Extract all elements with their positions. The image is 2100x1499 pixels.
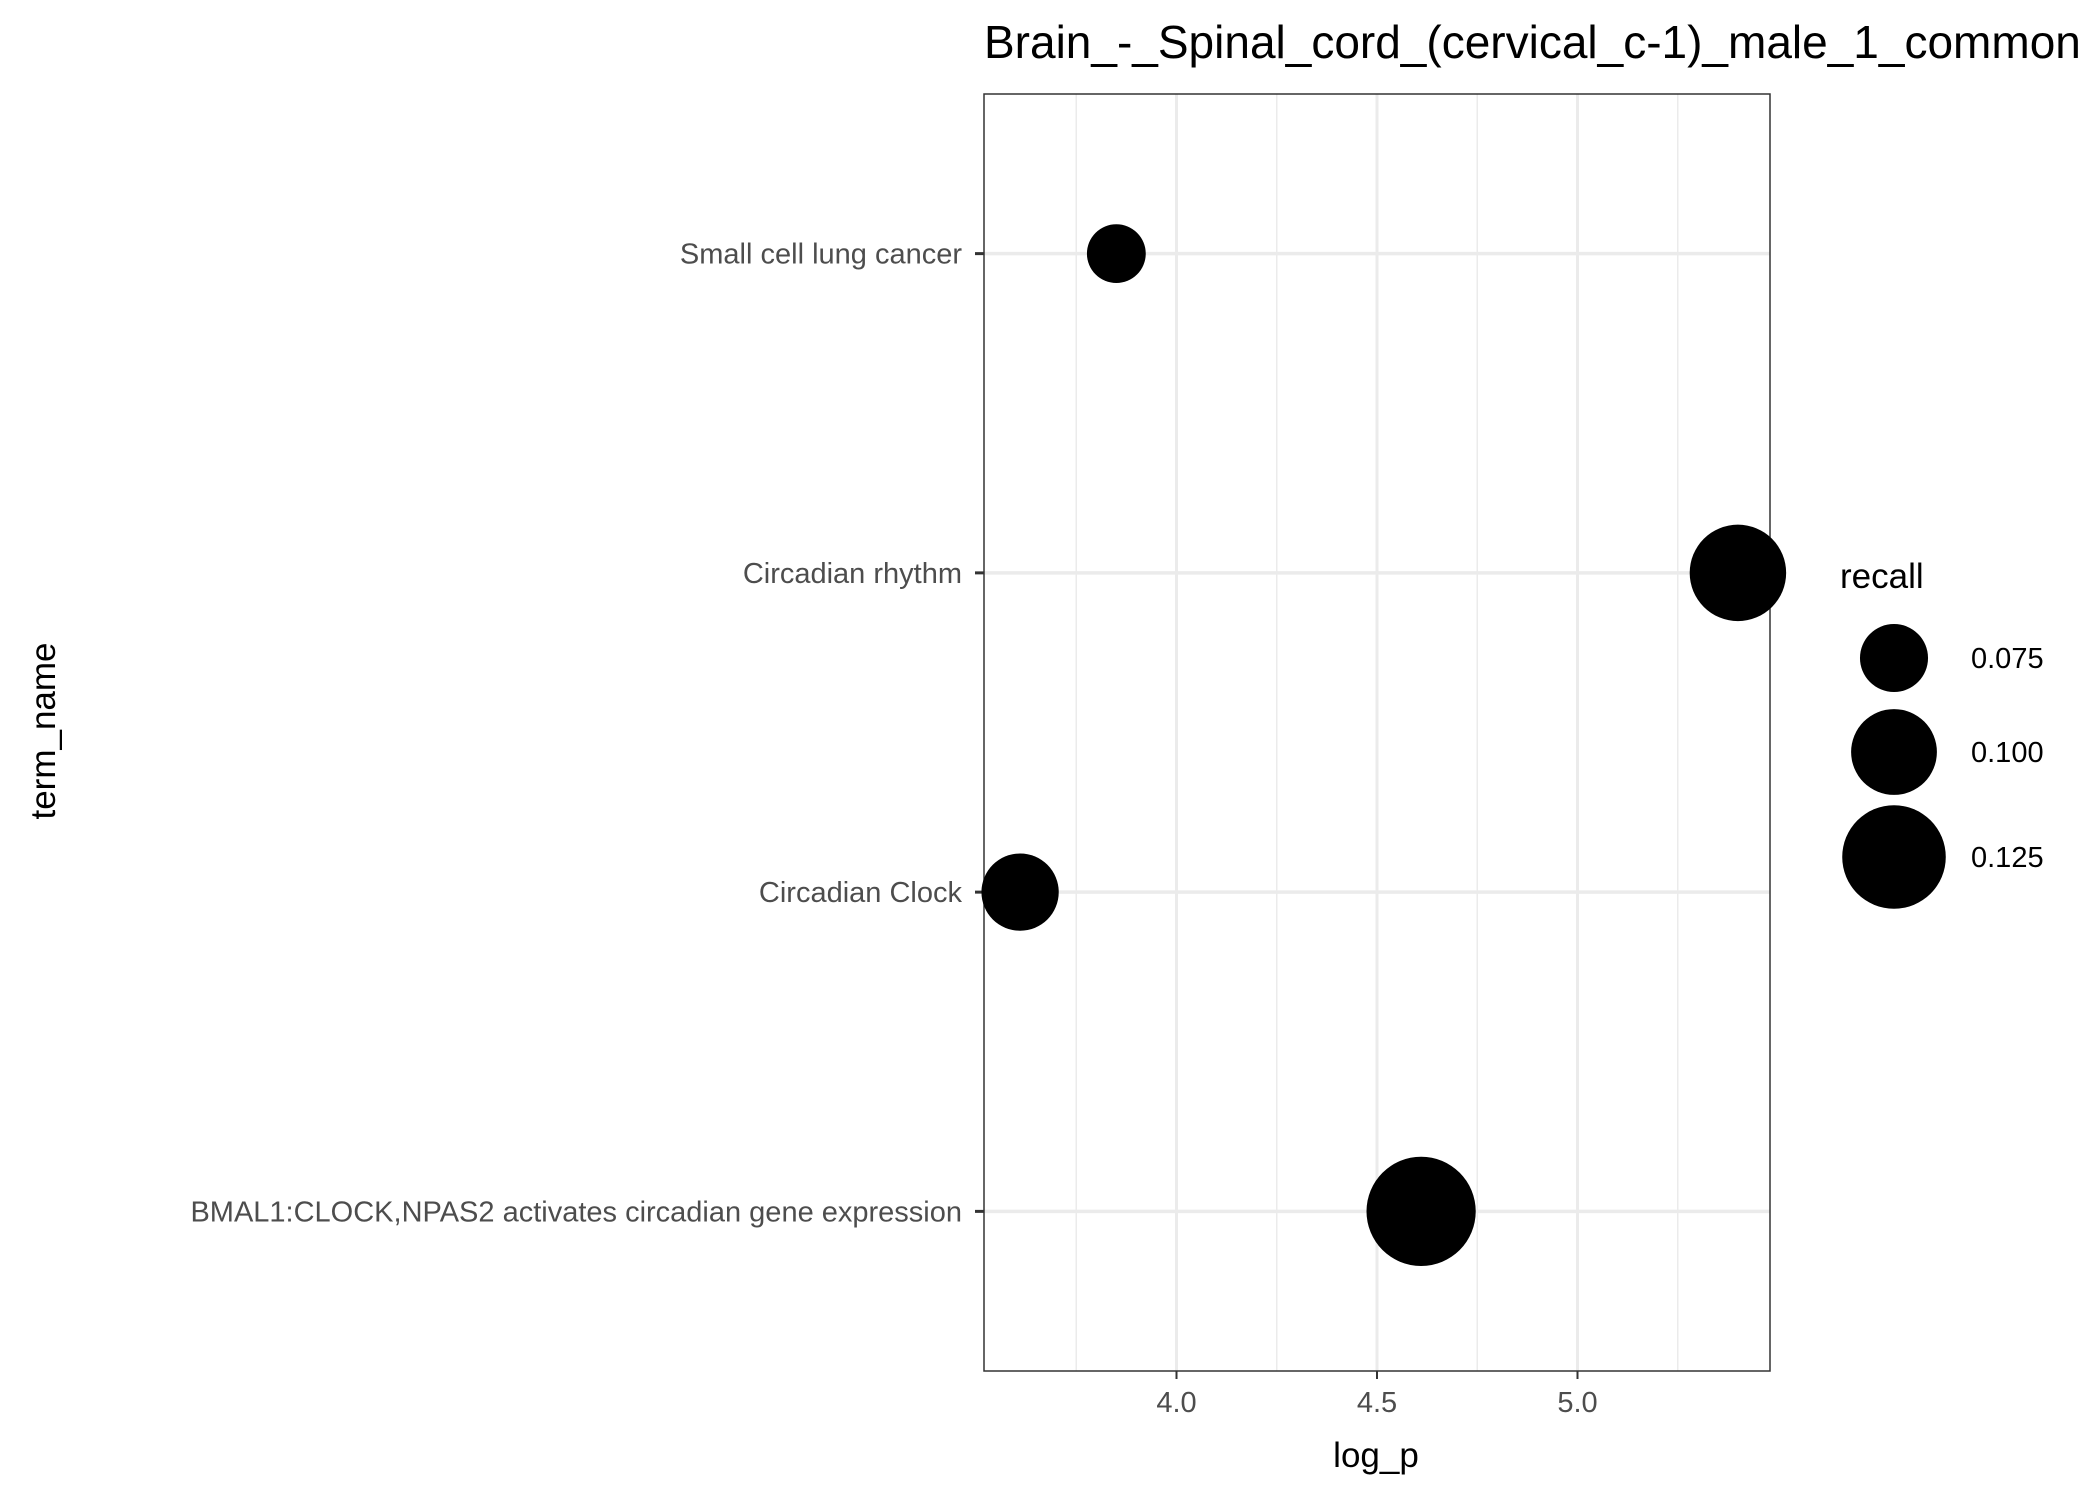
- x-tick-label: 4.5: [1357, 1387, 1397, 1419]
- y-axis: BMAL1:CLOCK,NPAS2 activates circadian ge…: [190, 239, 984, 1228]
- y-axis-title: term_name: [24, 642, 63, 819]
- data-point: [1086, 224, 1146, 284]
- y-tick-label: Circadian rhythm: [743, 558, 962, 590]
- x-tick-label: 5.0: [1557, 1387, 1597, 1419]
- size-legend: recall 0.075 0.100 0.125: [1840, 557, 2044, 909]
- data-points: [981, 224, 1787, 1266]
- legend-key-circle: [1851, 709, 1937, 795]
- y-tick-label: Circadian Clock: [759, 877, 963, 909]
- x-axis-title: log_p: [1333, 1436, 1419, 1475]
- x-axis: 4.0 4.5 5.0: [1156, 1371, 1598, 1419]
- data-point: [981, 853, 1059, 931]
- x-tick-label: 4.0: [1156, 1387, 1196, 1419]
- y-tick-label: BMAL1:CLOCK,NPAS2 activates circadian ge…: [190, 1196, 962, 1228]
- data-point: [1689, 524, 1787, 622]
- chart-title: Brain_-_Spinal_cord_(cervical_c-1)_male_…: [984, 16, 2081, 68]
- legend-title: recall: [1840, 557, 1924, 596]
- legend-key-label: 0.100: [1971, 737, 2044, 769]
- legend-key-label: 0.125: [1971, 842, 2044, 874]
- plot-panel: [983, 93, 1771, 1372]
- y-tick-label: Small cell lung cancer: [680, 239, 962, 271]
- legend-key-label: 0.075: [1971, 643, 2044, 675]
- legend-key-circle: [1859, 623, 1929, 693]
- legend-key-circle: [1842, 805, 1946, 909]
- data-point: [1366, 1156, 1476, 1266]
